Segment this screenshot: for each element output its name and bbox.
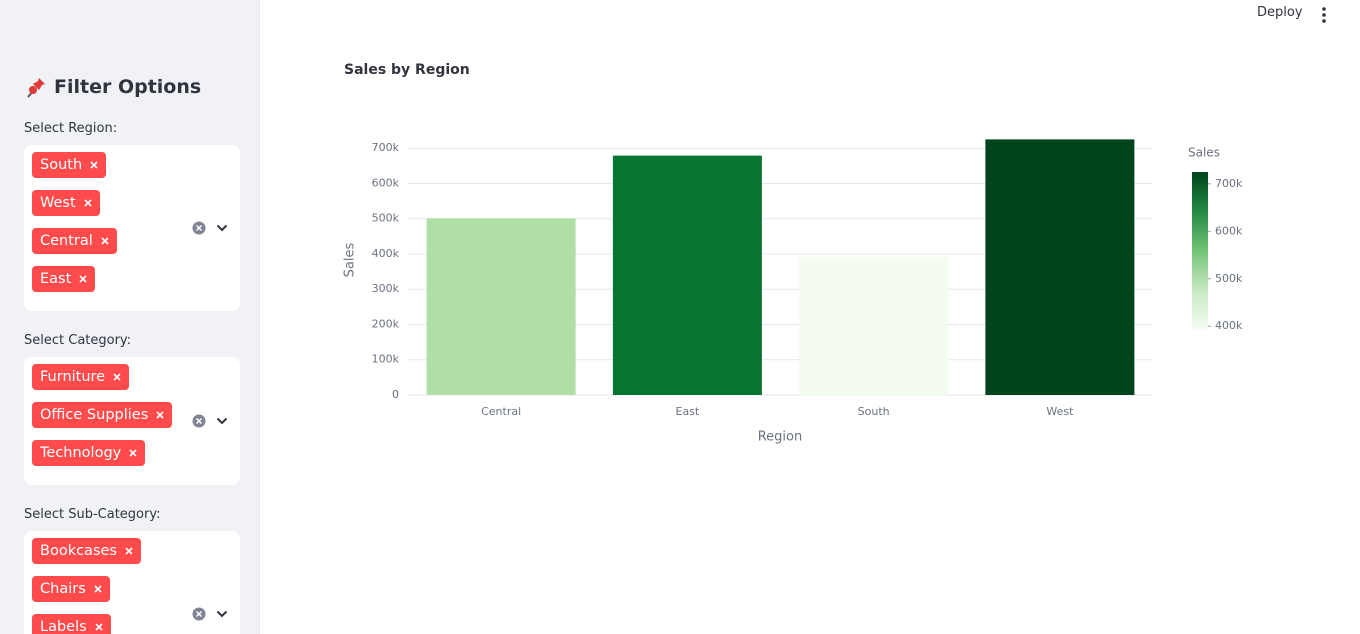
colorbar-tick-label: 500k bbox=[1215, 272, 1243, 285]
y-tick-label: 300k bbox=[372, 282, 400, 295]
filter-label: Select Region: bbox=[24, 121, 118, 136]
tag: Furniture bbox=[32, 364, 130, 390]
controls bbox=[192, 607, 228, 621]
tag-remove[interactable] bbox=[113, 373, 121, 381]
multiselect[interactable]: BookcasesChairsLabelsTables bbox=[24, 531, 240, 634]
clear-button[interactable] bbox=[192, 221, 206, 235]
controls bbox=[192, 221, 228, 235]
colorbar bbox=[1192, 172, 1208, 330]
chart: Sales by Region Sales Region 0 100k 200k 30… bbox=[343, 62, 1243, 445]
bar bbox=[612, 155, 762, 395]
tag: Office Supplies bbox=[32, 402, 173, 428]
tag: Chairs bbox=[32, 576, 110, 602]
tag-text: Bookcases bbox=[40, 543, 117, 559]
filters: Select Region: South West Central East Select… bbox=[24, 119, 240, 634]
y-tick-label: 400k bbox=[372, 247, 400, 260]
tag-text: Labels bbox=[40, 619, 87, 634]
tag: West bbox=[32, 190, 100, 216]
bar bbox=[426, 218, 576, 395]
tag-text: Technology bbox=[40, 445, 122, 461]
tag-remove[interactable] bbox=[95, 623, 103, 631]
tag: Bookcases bbox=[32, 538, 141, 564]
tag-text: Office Supplies bbox=[40, 407, 149, 423]
clear-button[interactable] bbox=[192, 414, 206, 428]
tag-text: Chairs bbox=[40, 581, 86, 597]
y-axis-label: Sales bbox=[343, 242, 358, 277]
y-tick-label: 700k bbox=[372, 141, 400, 154]
y-tick-label: 0 bbox=[392, 388, 399, 401]
multiselect[interactable]: Furniture Office Supplies Technology bbox=[24, 357, 240, 485]
tag-remove[interactable] bbox=[129, 449, 137, 457]
tag-text: West bbox=[40, 195, 76, 211]
x-tick-label: West bbox=[1046, 405, 1074, 418]
filter-label: Select Category: bbox=[24, 333, 132, 348]
dropdown-button[interactable] bbox=[216, 416, 228, 426]
x-tick-label: South bbox=[858, 405, 890, 418]
controls bbox=[192, 414, 228, 428]
tag-remove[interactable] bbox=[156, 411, 164, 419]
tag-remove[interactable] bbox=[79, 275, 87, 283]
tag-text: Central bbox=[40, 233, 93, 249]
tag-remove[interactable] bbox=[90, 161, 98, 169]
clear-button[interactable] bbox=[192, 607, 206, 621]
y-tick-label: 200k bbox=[372, 317, 400, 330]
tag: East bbox=[32, 266, 96, 292]
pin-icon bbox=[27, 78, 45, 98]
deploy-button[interactable]: Deploy bbox=[1257, 5, 1303, 20]
sidebar-title-text: Filter Options bbox=[54, 76, 202, 98]
y-tick-label: 100k bbox=[372, 353, 400, 366]
tag-text: East bbox=[40, 271, 72, 287]
tag: Labels bbox=[32, 614, 111, 634]
tag-remove[interactable] bbox=[101, 237, 109, 245]
colorbar-tick-label: 600k bbox=[1215, 224, 1243, 237]
menu-button[interactable] bbox=[1318, 6, 1330, 24]
tag-remove[interactable] bbox=[125, 547, 133, 555]
colorbar-title: Sales bbox=[1188, 146, 1220, 160]
bar bbox=[799, 256, 949, 395]
sidebar-title: Filter Options bbox=[24, 75, 201, 99]
tag-remove[interactable] bbox=[84, 199, 92, 207]
dropdown-button[interactable] bbox=[216, 223, 228, 233]
x-axis-label: Region bbox=[758, 430, 803, 445]
dropdown-button[interactable] bbox=[216, 609, 228, 619]
x-tick-label: Central bbox=[481, 405, 521, 418]
y-tick-label: 600k bbox=[372, 176, 400, 189]
tag-remove[interactable] bbox=[94, 585, 102, 593]
tag-text: South bbox=[40, 157, 83, 173]
colorbar-tick-label: 400k bbox=[1215, 319, 1243, 332]
x-tick-label: East bbox=[676, 405, 700, 418]
bar bbox=[985, 139, 1135, 395]
tag: Central bbox=[32, 228, 117, 254]
tag-text: Furniture bbox=[40, 369, 106, 385]
sidebar: Filter Options Select Region: South West Ce… bbox=[0, 0, 260, 634]
tag: South bbox=[32, 152, 107, 178]
multiselect[interactable]: South West Central East bbox=[24, 145, 240, 311]
y-tick-label: 500k bbox=[372, 212, 400, 225]
filter-label: Select Sub-Category: bbox=[24, 507, 161, 522]
chart-title: Sales by Region bbox=[344, 62, 470, 78]
colorbar-tick-label: 700k bbox=[1215, 177, 1243, 190]
tag: Technology bbox=[32, 440, 146, 466]
